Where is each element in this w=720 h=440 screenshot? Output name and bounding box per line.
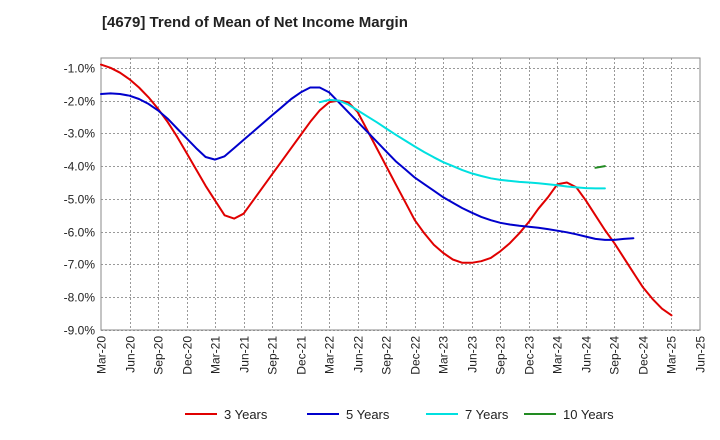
legend-item: 7 Years [426,407,509,422]
y-tick-labels: -1.0% -2.0% -3.0% -4.0% -5.0% -6.0% -7.0% -8.0%… [64,62,96,338]
x-tick-label: Jun-24 [580,336,594,373]
chart-title: [4679] Trend of Mean of Net Income Margi… [102,14,408,31]
grid-lines [101,58,700,331]
x-tick-label: Mar-22 [323,336,337,374]
x-tick-label: Dec-24 [637,336,651,375]
legend-label: 3 Years [224,407,268,422]
legend-item: 10 Years [524,407,614,422]
x-tick-label: Mar-24 [551,336,565,374]
x-tick-label: Mar-20 [95,336,109,374]
series-line-7-years [318,98,606,190]
x-tick-label: Jun-21 [238,336,252,373]
series-line-10-years [594,165,606,169]
legend: 3 Years 5 Years 7 Years 10 Years [185,407,614,422]
x-tick-label: Jun-25 [694,336,708,373]
x-tick-labels: Mar-20 Jun-20 Sep-20 Dec-20 Mar-21 Jun-21 Sep-… [95,336,708,375]
x-tick-label: Sep-23 [494,336,508,375]
y-tick-label: -3.0% [64,127,96,141]
y-tick-label: -7.0% [64,258,96,272]
legend-label: 7 Years [465,407,509,422]
x-tick-label: Sep-21 [266,336,280,375]
legend-label: 5 Years [346,407,390,422]
series-lines [100,63,673,317]
plot-area-border [100,57,701,331]
y-tick-label: -2.0% [64,95,96,109]
x-tick-label: Sep-22 [380,336,394,375]
legend-label: 10 Years [563,407,614,422]
y-tick-label: -5.0% [64,193,96,207]
y-tick-label: -4.0% [64,160,96,174]
x-tick-label: Dec-20 [181,336,195,375]
x-tick-label: Jun-22 [352,336,366,373]
y-tick-label: -9.0% [64,324,96,338]
y-tick-label: -1.0% [64,62,96,76]
axes [100,57,701,331]
x-tick-label: Mar-23 [437,336,451,374]
legend-item: 3 Years [185,407,268,422]
x-tick-label: Sep-24 [608,336,622,375]
x-tick-label: Jun-20 [124,336,138,373]
legend-item: 5 Years [307,407,390,422]
y-tick-label: -6.0% [64,226,96,240]
y-tick-label: -8.0% [64,291,96,305]
x-tick-label: Mar-21 [209,336,223,374]
series-line-5-years [100,86,635,241]
x-tick-label: Dec-22 [409,336,423,375]
x-tick-label: Sep-20 [152,336,166,375]
x-tick-label: Mar-25 [665,336,679,374]
x-tick-label: Dec-23 [523,336,537,375]
x-tick-label: Jun-23 [466,336,480,373]
x-tick-label: Dec-21 [295,336,309,375]
